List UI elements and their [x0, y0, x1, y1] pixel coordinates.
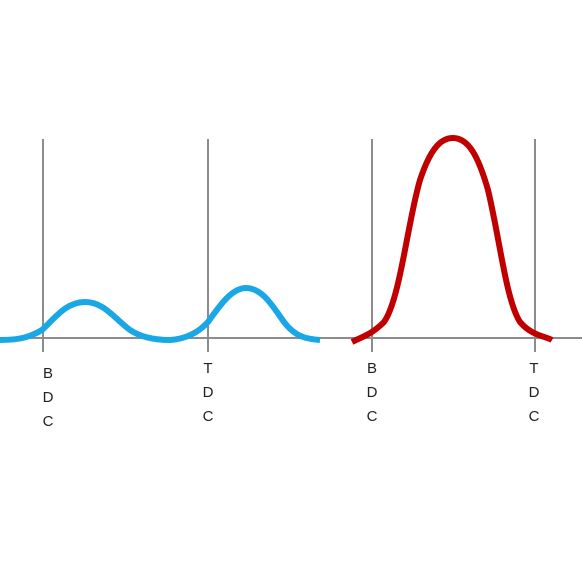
- marker-4-letter-3: C: [529, 408, 540, 425]
- marker-4-letter-1: T: [529, 360, 538, 377]
- marker-3-letter-2: D: [367, 384, 378, 401]
- marker-1-letter-1: B: [43, 365, 53, 382]
- marker-2-letter-2: D: [203, 384, 214, 401]
- marker-label-1: B D C: [43, 365, 54, 430]
- marker-label-4: T D C: [529, 360, 540, 425]
- marker-1-letter-3: C: [43, 413, 54, 430]
- marker-4-letter-2: D: [529, 384, 540, 401]
- marker-label-3: B D C: [367, 360, 378, 425]
- red-curve: [350, 135, 554, 345]
- marker-2-letter-1: T: [203, 360, 212, 377]
- marker-3-letter-3: C: [367, 408, 378, 425]
- blue-curve: [0, 285, 321, 343]
- marker-label-2: T D C: [203, 360, 214, 425]
- marker-1-letter-2: D: [43, 389, 54, 406]
- marker-2-letter-3: C: [203, 408, 214, 425]
- marker-3-letter-1: B: [367, 360, 377, 377]
